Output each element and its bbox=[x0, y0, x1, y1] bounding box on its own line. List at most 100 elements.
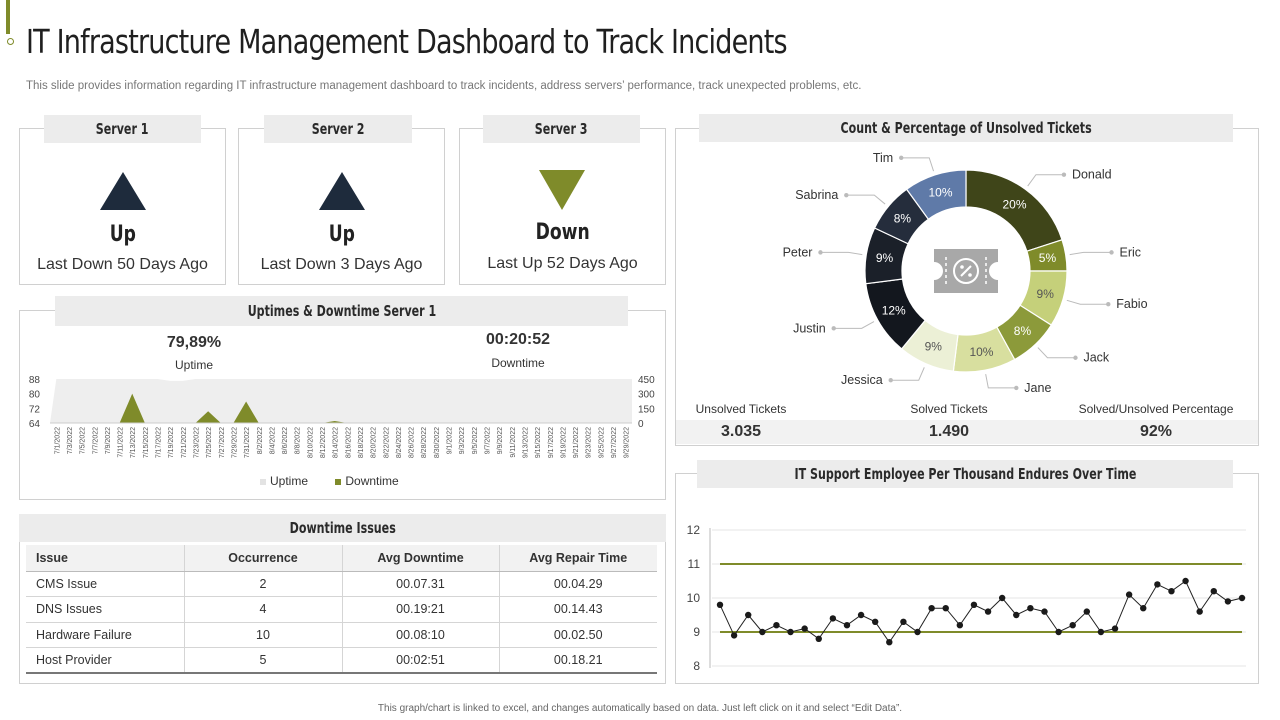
table-row: Host Provider 5 00:02:51 00.18.21 bbox=[26, 647, 657, 674]
leader-line bbox=[901, 157, 935, 172]
accent-bar bbox=[6, 0, 10, 34]
data-point bbox=[900, 618, 907, 625]
data-point bbox=[1027, 605, 1034, 612]
x-tick-label: 7/15/2022 bbox=[143, 427, 150, 458]
x-tick-label: 7/19/2022 bbox=[168, 427, 175, 458]
issues-panel-title: Downtime Issues bbox=[19, 514, 666, 542]
down-triangle-icon bbox=[539, 170, 585, 210]
x-tick-label: 8/16/2022 bbox=[345, 427, 352, 458]
slice-percent-label: 12% bbox=[882, 304, 906, 318]
x-tick-label: 7/27/2022 bbox=[219, 427, 226, 458]
data-point bbox=[716, 601, 724, 608]
y-left-tick-label: 80 bbox=[29, 390, 41, 401]
data-point bbox=[1238, 594, 1246, 602]
x-tick-label: 9/3/2022 bbox=[459, 427, 466, 454]
x-tick-label: 9/25/2022 bbox=[598, 427, 605, 458]
column-header: Occurrence bbox=[184, 545, 343, 572]
x-tick-label: 8/24/2022 bbox=[396, 427, 403, 458]
leader-dot bbox=[1061, 172, 1067, 177]
up-triangle-icon bbox=[100, 172, 146, 210]
leader-line bbox=[985, 374, 1017, 389]
slice-name-label: Jack bbox=[1083, 351, 1109, 365]
table-row: Hardware Failure 10 00.08:10 00.02.50 bbox=[26, 622, 657, 648]
tickets-donut-chart: 20% Donald 5% Eric 9% Fabio 8% Jack 10% Jane 9% Jes… bbox=[783, 151, 1148, 394]
slice-name-label: Tim bbox=[873, 151, 893, 165]
x-tick-label: 9/21/2022 bbox=[573, 427, 580, 458]
data-point bbox=[1196, 608, 1203, 615]
accent-dot bbox=[7, 38, 14, 45]
x-tick-label: 8/6/2022 bbox=[282, 427, 289, 454]
slice-name-label: Donald bbox=[1072, 168, 1112, 182]
unsolved-tickets-label: Unsolved Tickets bbox=[695, 402, 787, 416]
uptime-label: Uptime bbox=[174, 358, 213, 372]
uptime-value: 79,89% bbox=[166, 334, 222, 351]
issues-table: Issue Occurrence Avg Downtime Avg Repair… bbox=[26, 545, 657, 674]
data-point bbox=[1055, 628, 1062, 636]
data-point bbox=[815, 635, 822, 642]
y-tick-label: 9 bbox=[693, 625, 700, 639]
data-point bbox=[886, 639, 893, 646]
slice-percent-label: 5% bbox=[1039, 251, 1057, 265]
slice-name-label: Jessica bbox=[841, 373, 883, 387]
data-point bbox=[1140, 605, 1147, 612]
slice-percent-label: 20% bbox=[1002, 197, 1026, 211]
table-row: DNS Issues 4 00.19:21 00.14.43 bbox=[26, 596, 657, 623]
ratio-label: Solved/Unsolved Percentage bbox=[1078, 402, 1234, 416]
slice-percent-label: 9% bbox=[876, 251, 894, 265]
leader-line bbox=[1037, 347, 1076, 359]
solved-tickets-value: 1.490 bbox=[928, 423, 970, 440]
y-tick-label: 8 bbox=[693, 659, 700, 673]
server-last-change: Last Up 52 Days Ago bbox=[487, 255, 638, 272]
leader-dot bbox=[1014, 385, 1019, 391]
table-cell: 00.14.43 bbox=[499, 596, 657, 623]
page-title: IT Infrastructure Management Dashboard t… bbox=[26, 22, 788, 61]
x-tick-label: 9/27/2022 bbox=[611, 427, 618, 458]
leader-dot bbox=[1106, 301, 1111, 307]
legend-uptime-swatch bbox=[260, 479, 266, 485]
column-header: Avg Repair Time bbox=[499, 545, 657, 572]
data-point bbox=[956, 622, 964, 629]
uptime-downtime-chart: 64 72 80 88 0 150 300 450 7/1/2022 7/3/2022 7/5/20… bbox=[29, 375, 655, 458]
slice-percent-label: 8% bbox=[1014, 324, 1032, 338]
legend-uptime-label: Uptime bbox=[270, 474, 309, 488]
leader-dot bbox=[888, 378, 893, 383]
slice-percent-label: 9% bbox=[925, 340, 943, 354]
server-last-change: Last Down 50 Days Ago bbox=[37, 256, 208, 273]
table-cell: 00.19:21 bbox=[342, 596, 500, 623]
slice-name-label: Jane bbox=[1024, 381, 1051, 394]
x-tick-label: 8/10/2022 bbox=[307, 427, 314, 458]
data-point bbox=[1041, 608, 1048, 615]
server-status: Down bbox=[535, 220, 590, 245]
x-tick-label: 8/26/2022 bbox=[409, 427, 416, 458]
data-point bbox=[970, 601, 978, 608]
data-point bbox=[928, 605, 935, 612]
leader-dot bbox=[844, 192, 849, 198]
tickets-summary-band bbox=[676, 420, 1258, 444]
y-right-tick-label: 150 bbox=[638, 404, 655, 415]
table-cell: Hardware Failure bbox=[26, 622, 185, 648]
server-status: Up bbox=[109, 222, 136, 247]
data-point bbox=[730, 632, 738, 639]
data-point bbox=[1210, 588, 1217, 595]
data-point bbox=[914, 628, 921, 636]
y-right-tick-label: 300 bbox=[638, 390, 655, 401]
data-point bbox=[942, 605, 949, 612]
up-triangle-icon bbox=[319, 172, 365, 210]
table-cell: 00.02.50 bbox=[499, 622, 657, 648]
x-tick-label: 7/29/2022 bbox=[231, 427, 238, 458]
x-tick-label: 7/17/2022 bbox=[156, 427, 163, 458]
ticket-percent-icon bbox=[934, 249, 998, 293]
data-point bbox=[1083, 608, 1091, 615]
x-tick-label: 9/29/2022 bbox=[624, 427, 631, 458]
x-tick-label: 8/20/2022 bbox=[371, 427, 378, 458]
x-tick-label: 9/15/2022 bbox=[535, 427, 542, 458]
uptime-legend: Uptime Downtime bbox=[260, 474, 399, 488]
data-point bbox=[857, 611, 865, 619]
leader-dot bbox=[1073, 355, 1078, 360]
table-cell: 5 bbox=[184, 647, 343, 674]
footnote: This graph/chart is linked to excel, and… bbox=[377, 703, 903, 714]
donut-slice-tim[interactable] bbox=[905, 169, 967, 221]
table-cell: 00.04.29 bbox=[499, 571, 657, 597]
y-left-tick-label: 88 bbox=[29, 375, 41, 386]
table-cell: 10 bbox=[184, 622, 343, 648]
